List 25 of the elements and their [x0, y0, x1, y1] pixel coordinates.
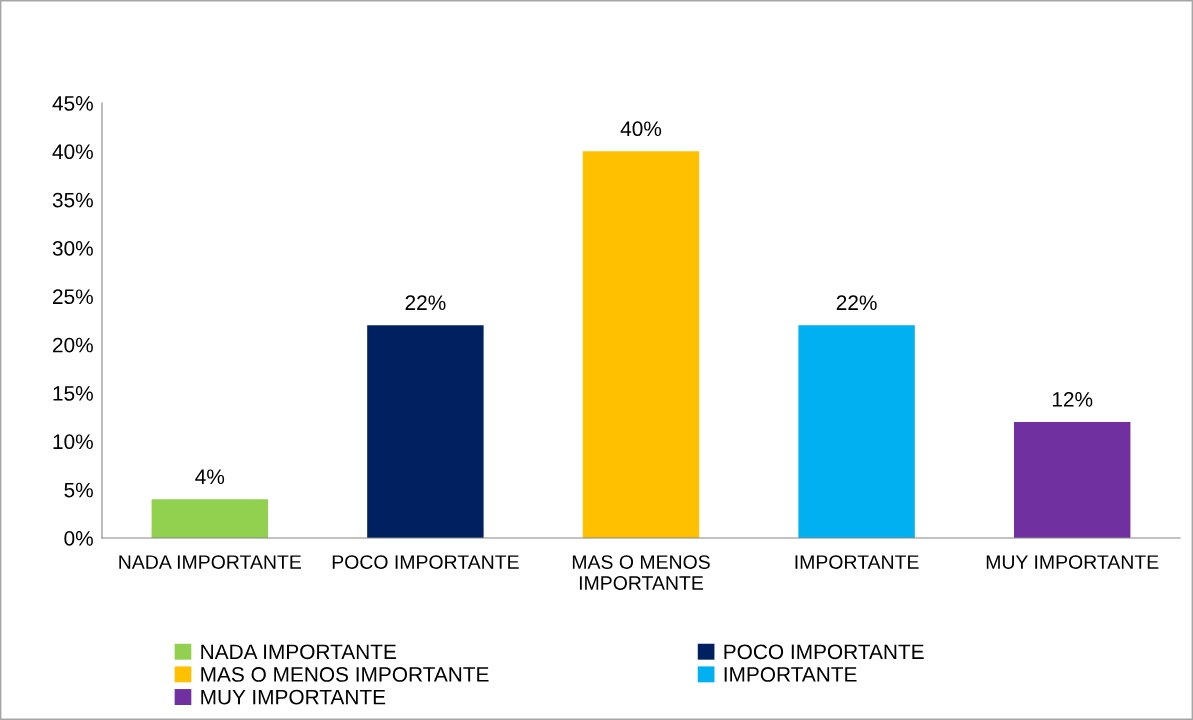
legend-label: MAS O MENOS IMPORTANTE — [201, 667, 489, 682]
y-tick-label: 30% — [52, 241, 93, 256]
legend-label: POCO IMPORTANTE — [724, 644, 924, 660]
x-tick-label: MAS O MENOS IMPORTANTE — [572, 555, 710, 590]
legend-label: IMPORTANTE — [724, 667, 857, 682]
x-tick-label: POCO IMPORTANTE — [332, 555, 519, 569]
x-tick-label: IMPORTANTE — [795, 555, 919, 569]
y-tick-label: 10% — [53, 434, 93, 450]
y-tick-label: 45% — [52, 96, 93, 111]
data-label: 22% — [836, 295, 877, 311]
data-label: 4% — [195, 469, 225, 485]
x-tick-label: NADA IMPORTANTE — [119, 555, 301, 569]
data-label: 12% — [1052, 392, 1093, 407]
y-tick-label: 15% — [53, 386, 93, 401]
data-label: 40% — [620, 121, 662, 137]
y-tick-label: 25% — [53, 289, 93, 305]
y-tick-label: 20% — [53, 337, 93, 353]
legend-label: NADA IMPORTANTE — [201, 644, 396, 660]
legend-label: MUY IMPORTANTE — [201, 689, 386, 705]
data-label: 22% — [405, 295, 446, 311]
y-tick-label: 5% — [64, 482, 93, 498]
y-tick-label: 40% — [52, 144, 93, 160]
y-tick-label: 0% — [64, 531, 93, 546]
x-tick-label: MUY IMPORTANTE — [986, 555, 1159, 569]
y-tick-label: 35% — [52, 192, 93, 208]
